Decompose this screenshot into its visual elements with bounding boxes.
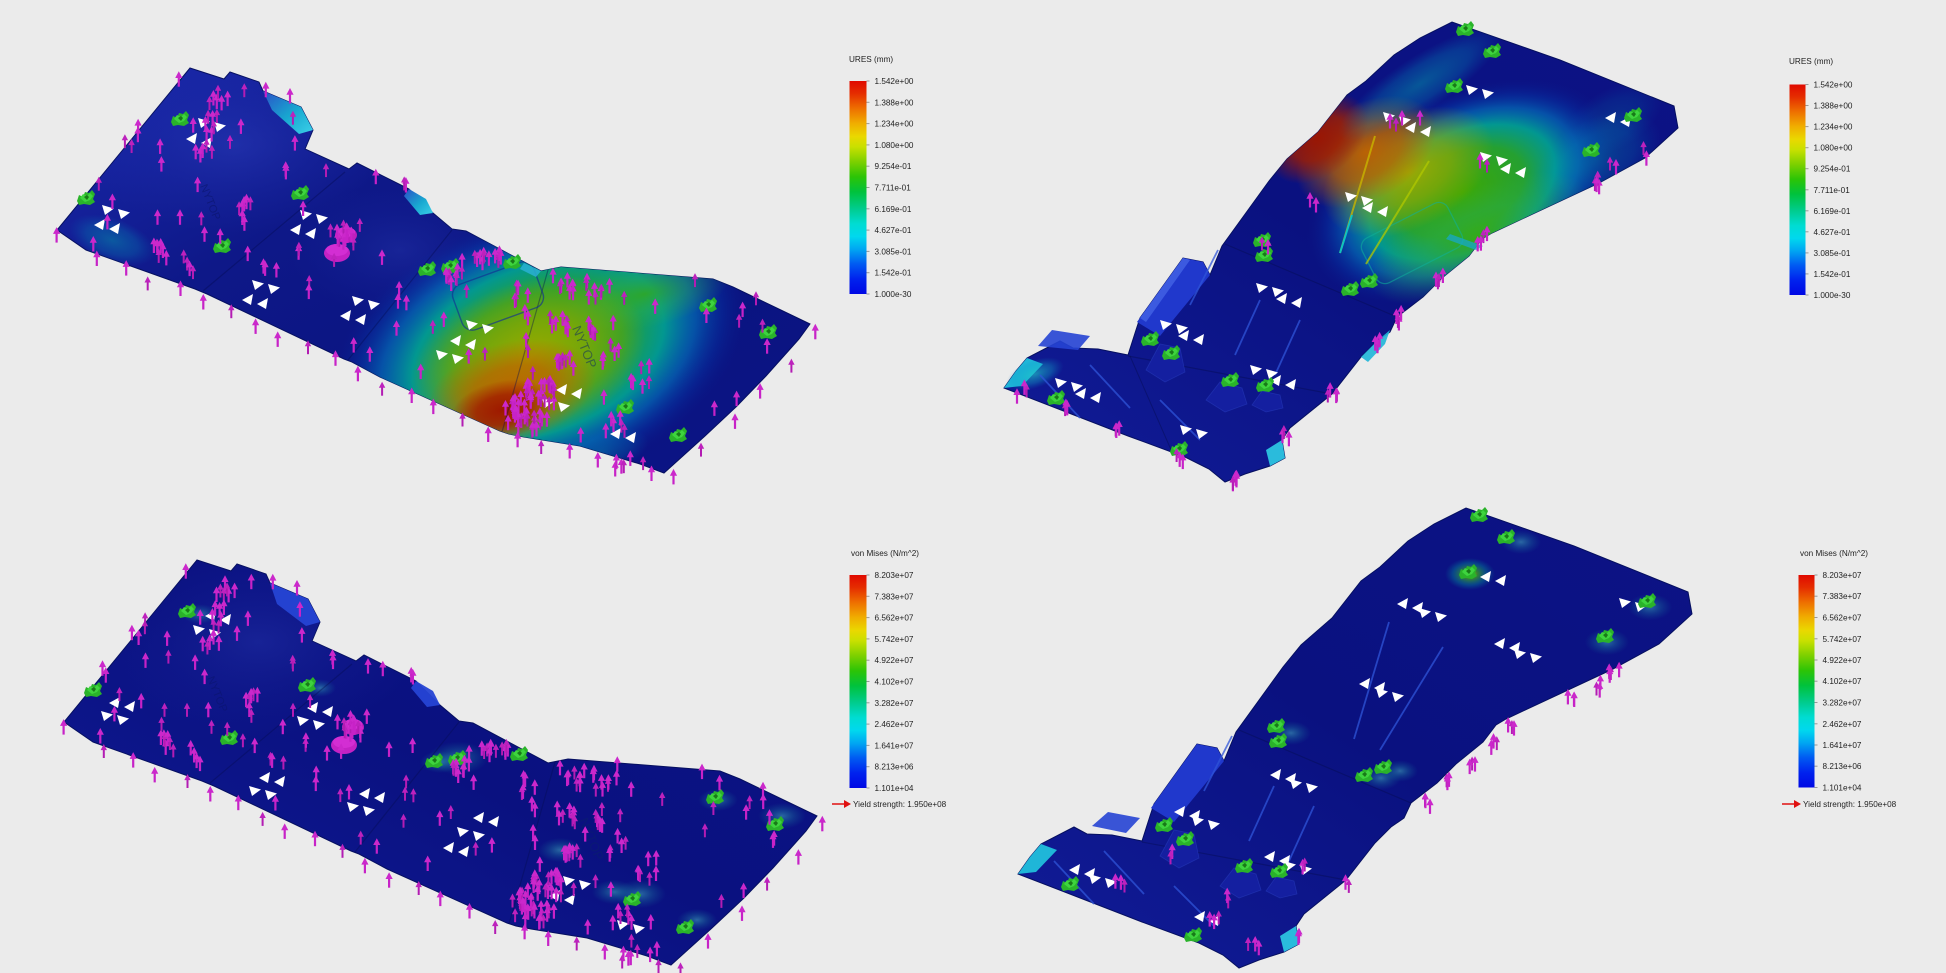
svg-text:3.282e+07: 3.282e+07 [875, 699, 914, 708]
svg-text:8.213e+06: 8.213e+06 [875, 763, 914, 772]
svg-text:1.542e+00: 1.542e+00 [1814, 81, 1853, 90]
svg-text:1.101e+04: 1.101e+04 [1823, 784, 1862, 793]
svg-text:6.562e+07: 6.562e+07 [875, 614, 914, 623]
svg-text:3.085e-01: 3.085e-01 [875, 247, 912, 256]
svg-text:Yield strength: 1.950e+08: Yield strength: 1.950e+08 [1803, 800, 1897, 809]
svg-text:4.922e+07: 4.922e+07 [875, 656, 914, 665]
svg-text:6.169e-01: 6.169e-01 [875, 205, 912, 214]
svg-text:9.254e-01: 9.254e-01 [1814, 165, 1851, 174]
svg-text:7.383e+07: 7.383e+07 [1823, 592, 1862, 601]
svg-text:4.102e+07: 4.102e+07 [1823, 677, 1862, 686]
svg-text:1.101e+04: 1.101e+04 [875, 784, 914, 793]
svg-text:4.627e-01: 4.627e-01 [875, 226, 912, 235]
svg-text:4.922e+07: 4.922e+07 [1823, 656, 1862, 665]
svg-text:5.742e+07: 5.742e+07 [875, 635, 914, 644]
svg-text:2.462e+07: 2.462e+07 [875, 720, 914, 729]
svg-text:8.203e+07: 8.203e+07 [1823, 571, 1862, 580]
svg-text:1.641e+07: 1.641e+07 [875, 741, 914, 750]
svg-text:3.085e-01: 3.085e-01 [1814, 249, 1851, 258]
svg-text:1.234e+00: 1.234e+00 [1814, 123, 1853, 132]
svg-text:von Mises (N/m^2): von Mises (N/m^2) [1800, 549, 1868, 558]
svg-text:4.627e-01: 4.627e-01 [1814, 228, 1851, 237]
svg-text:8.213e+06: 8.213e+06 [1823, 762, 1862, 771]
svg-text:URES (mm): URES (mm) [1789, 57, 1833, 66]
svg-text:4.102e+07: 4.102e+07 [875, 678, 914, 687]
svg-text:Yield strength: 1.950e+08: Yield strength: 1.950e+08 [853, 800, 947, 809]
svg-text:1.388e+00: 1.388e+00 [875, 98, 914, 107]
svg-text:7.711e-01: 7.711e-01 [875, 184, 912, 193]
svg-text:von Mises (N/m^2): von Mises (N/m^2) [851, 549, 919, 558]
svg-text:6.562e+07: 6.562e+07 [1823, 614, 1862, 623]
svg-text:5.742e+07: 5.742e+07 [1823, 635, 1862, 644]
svg-text:1.542e-01: 1.542e-01 [875, 269, 912, 278]
svg-text:1.641e+07: 1.641e+07 [1823, 741, 1862, 750]
svg-text:1.388e+00: 1.388e+00 [1814, 102, 1853, 111]
svg-text:9.254e-01: 9.254e-01 [875, 162, 912, 171]
svg-text:2.462e+07: 2.462e+07 [1823, 720, 1862, 729]
svg-text:7.711e-01: 7.711e-01 [1814, 186, 1851, 195]
svg-text:3.282e+07: 3.282e+07 [1823, 699, 1862, 708]
svg-text:1.080e+00: 1.080e+00 [875, 141, 914, 150]
svg-text:URES (mm): URES (mm) [849, 55, 893, 64]
svg-text:1.234e+00: 1.234e+00 [875, 120, 914, 129]
svg-text:8.203e+07: 8.203e+07 [875, 571, 914, 580]
svg-text:7.383e+07: 7.383e+07 [875, 592, 914, 601]
svg-text:1.080e+00: 1.080e+00 [1814, 144, 1853, 153]
svg-text:1.000e-30: 1.000e-30 [1814, 291, 1851, 300]
svg-text:1.000e-30: 1.000e-30 [875, 290, 912, 299]
svg-text:1.542e+00: 1.542e+00 [875, 77, 914, 86]
svg-text:6.169e-01: 6.169e-01 [1814, 207, 1851, 216]
svg-text:1.542e-01: 1.542e-01 [1814, 270, 1851, 279]
